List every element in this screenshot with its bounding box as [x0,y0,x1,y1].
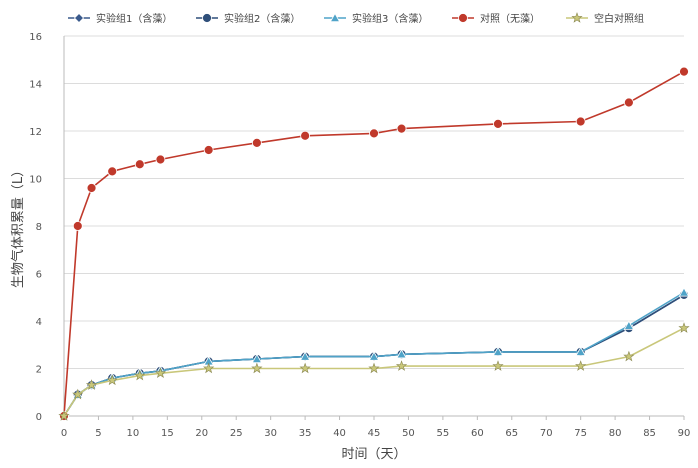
x-tick-label-65: 65 [505,428,518,439]
series-5-point-13 [575,360,587,371]
series-5-point-9 [299,362,311,374]
legend-item-3: 实验组3（含藻） [324,12,428,25]
series-group [58,66,690,422]
series-4-point-7 [203,145,214,155]
legend-swatch-marker-5 [571,12,583,23]
y-tick-label-12: 12 [29,127,42,138]
series-4-point-8 [251,137,262,148]
legend-label-4: 对照（无藻） [480,12,540,25]
series-3-point-10 [368,351,380,361]
series-3 [58,287,690,421]
x-tick-label-55: 55 [437,428,450,439]
x-tick-label-75: 75 [574,428,587,439]
x-tick-label-5: 5 [95,428,101,439]
series-5-point-3 [85,379,98,390]
x-tick-label-20: 20 [195,428,208,439]
x-tick-label-10: 10 [127,428,140,439]
x-tick-label-60: 60 [471,428,484,439]
legend-swatch-marker-2 [202,13,212,23]
x-tick-label-80: 80 [609,428,622,439]
x-tick-label-50: 50 [402,428,415,439]
legend-item-4: 对照（无藻） [452,12,540,25]
legend-item-1: 实验组1（含藻） [68,12,172,25]
legend: 实验组1（含藻） 实验组2（含藻） 实验组3（含藻） 对照（无藻） 空白对照组 [68,12,644,25]
series-5-point-15 [678,322,690,333]
series-3-point-15 [678,287,690,297]
legend-label-5: 空白对照组 [594,12,644,25]
series-4-point-2 [72,221,83,231]
x-tick-label-0: 0 [61,428,67,439]
x-tick-label-40: 40 [333,428,346,439]
y-tick-label-6: 6 [36,270,42,281]
legend-swatch-marker-1 [73,12,85,24]
x-tick-label-85: 85 [643,428,656,439]
x-tick-label-70: 70 [540,428,553,439]
series-3-point-9 [299,351,311,361]
series-5-point-6 [154,367,167,379]
series-3-point-13 [575,346,586,356]
series-3-point-14 [623,320,635,330]
series-5 [58,322,690,421]
y-tick-label-4: 4 [36,317,42,328]
series-5-point-8 [251,362,263,374]
x-tick-label-25: 25 [230,428,243,439]
x-tick-label-15: 15 [161,428,174,439]
series-3-point-8 [251,353,263,364]
legend-swatch-marker-3 [329,12,341,23]
y-tick-label-10: 10 [29,175,42,186]
series-4-point-15 [679,66,689,77]
x-tick-label-90: 90 [678,428,691,439]
y-tick-label-8: 8 [36,222,42,233]
x-tick-label-30: 30 [264,428,277,439]
series-4-point-14 [623,97,634,108]
series-4-point-10 [369,128,379,139]
series-5-point-2 [72,388,84,400]
series-3-point-11 [396,348,407,359]
series-5-point-1 [58,410,70,421]
series-3-point-12 [492,346,504,356]
x-tick-label-35: 35 [299,428,312,439]
x-tick-label-45: 45 [368,428,381,439]
legend-item-5: 空白对照组 [566,12,644,25]
legend-swatch-marker-4 [458,13,468,23]
y-tick-label-14: 14 [29,80,42,91]
series-4-point-13 [575,116,586,127]
series-5-point-5 [134,369,146,381]
series-4 [59,66,689,421]
series-5-point-12 [492,360,504,371]
series-4-point-11 [396,123,407,134]
x-axis-title: 时间（天） [341,447,406,462]
series-5-point-4 [106,374,118,386]
series-4-point-12 [493,118,503,129]
series-5-point-7 [203,362,215,374]
series-5-point-14 [623,350,635,362]
y-tick-label-0: 0 [36,412,42,423]
legend-label-2: 实验组2（含藻） [224,12,300,25]
y-axis-title: 生物气体积累量（L） [10,164,26,288]
series-4-point-4 [107,166,118,177]
legend-item-2: 实验组2（含藻） [196,12,300,25]
legend-label-3: 实验组3（含藻） [352,12,428,25]
series-4-point-5 [134,159,145,170]
series-5-point-11 [395,360,408,371]
series-4-point-9 [300,130,311,141]
series-4-point-3 [86,183,97,193]
y-tick-label-2: 2 [36,365,42,376]
legend-label-1: 实验组1（含藻） [96,12,172,25]
y-tick-label-16: 16 [29,32,42,43]
series-5-point-10 [368,362,380,374]
grid [64,35,684,369]
axes: 0 2 4 6 8 10 12 14 16 0 5 10 15 20 25 30 35 40 45 50 55 60 65 7… [29,32,690,439]
series-4-point-6 [155,154,166,165]
